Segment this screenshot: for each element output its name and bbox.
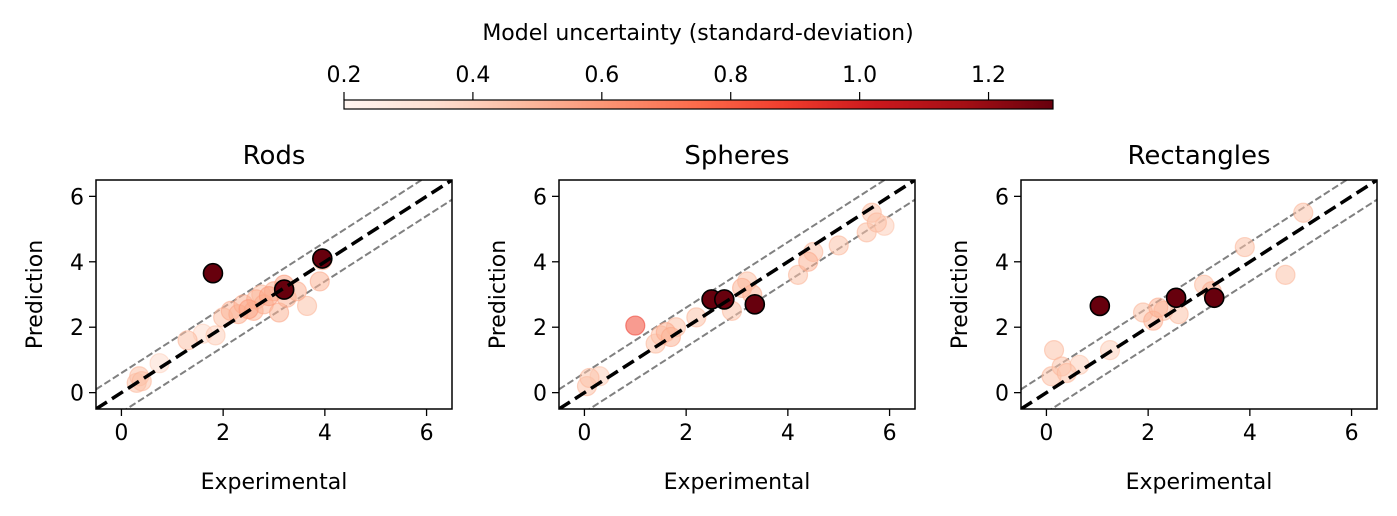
x-tick-label: 4 [1243,421,1257,446]
colorbar-tick-label: 0.6 [584,63,619,88]
reference-line [96,180,452,409]
x-tick-label: 4 [781,421,795,446]
y-tick-label: 6 [995,185,1009,210]
x-tick-label: 6 [420,421,434,446]
plot-content [1021,180,1377,409]
x-axis-label: Experimental [664,470,811,495]
reference-line [559,180,915,409]
colorbar-tick-label: 1.2 [971,63,1006,88]
axes-frame [558,179,916,410]
y-tick-label: 0 [995,382,1009,407]
x-tick-label: 2 [679,421,693,446]
data-point [1148,297,1169,318]
y-tick-label: 2 [533,316,547,341]
plot-content [559,180,915,409]
x-tick-label: 0 [577,421,591,446]
x-tick-label: 2 [216,421,230,446]
band-line [96,180,424,391]
colorbar-tick-label: 0.8 [713,63,748,88]
y-axis-label: Prediction [948,240,973,349]
x-tick-label: 0 [114,421,128,446]
band-line [1049,198,1377,409]
data-point [798,251,819,272]
y-tick-label: 4 [995,251,1009,276]
y-axis-label: Prediction [486,240,511,349]
data-point [309,271,330,292]
y-tick-label: 4 [533,251,547,276]
y-tick-label: 6 [70,185,84,210]
panel-spheres: 0 2 4 6 0 2 4 6 Spheres Experimental Prediction [486,141,916,495]
y-tick-label: 4 [70,251,84,276]
data-point [625,315,646,336]
data-point [1293,202,1314,223]
band-line [1021,180,1349,391]
band-line [559,180,887,391]
axes-frame [1020,179,1378,410]
x-tick-label: 6 [883,421,897,446]
panel-title: Rods [243,141,306,171]
data-point [1089,295,1111,317]
colorbar-tick-label: 1.0 [842,63,877,88]
panel-title: Rectangles [1127,141,1270,171]
data-point [312,248,333,269]
data-point [202,262,224,284]
data-point [744,294,766,315]
x-tick-label: 2 [1141,421,1155,446]
data-point [828,235,849,256]
data-point [1165,287,1187,309]
colorbar-ticks: 0.2 0.4 0.6 0.8 1.0 1.2 [327,63,1006,100]
panel-title: Spheres [684,141,789,171]
x-tick-label: 6 [1345,421,1359,446]
y-tick-label: 0 [533,382,547,407]
data-point [205,325,226,346]
data-point [1275,264,1296,285]
panel-rods: 0 2 4 6 0 2 4 6 Rods Experimental Prediction [23,141,453,495]
data-point [866,212,887,233]
data-point [1056,362,1077,384]
y-tick-label: 6 [533,185,547,210]
x-axis-label: Experimental [1126,470,1273,495]
data-point [1234,236,1255,258]
colorbar-bar [343,99,1054,110]
panel-rectangles: 0 2 4 6 0 2 4 6 Rectangles Experimental Prediction [948,141,1378,495]
x-tick-label: 4 [318,421,332,446]
colorbar-label: Model uncertainty (standard-deviation) [482,21,913,46]
colorbar: Model uncertainty (standard-deviation) 0… [327,21,1054,110]
axes-frame [95,179,453,410]
data-point [713,289,735,310]
x-axis-label: Experimental [201,470,348,495]
data-point [1203,287,1225,309]
plot-content [96,180,452,409]
data-point [1043,340,1065,361]
y-tick-label: 0 [70,382,84,407]
colorbar-tick-label: 0.2 [327,63,362,88]
y-tick-label: 2 [995,316,1009,341]
y-axis-label: Prediction [23,240,48,349]
y-tick-label: 2 [70,316,84,341]
data-point [296,295,318,317]
data-point [579,367,600,389]
reference-line [1021,180,1377,409]
x-tick-label: 0 [1039,421,1053,446]
colorbar-tick-label: 0.4 [455,63,490,88]
